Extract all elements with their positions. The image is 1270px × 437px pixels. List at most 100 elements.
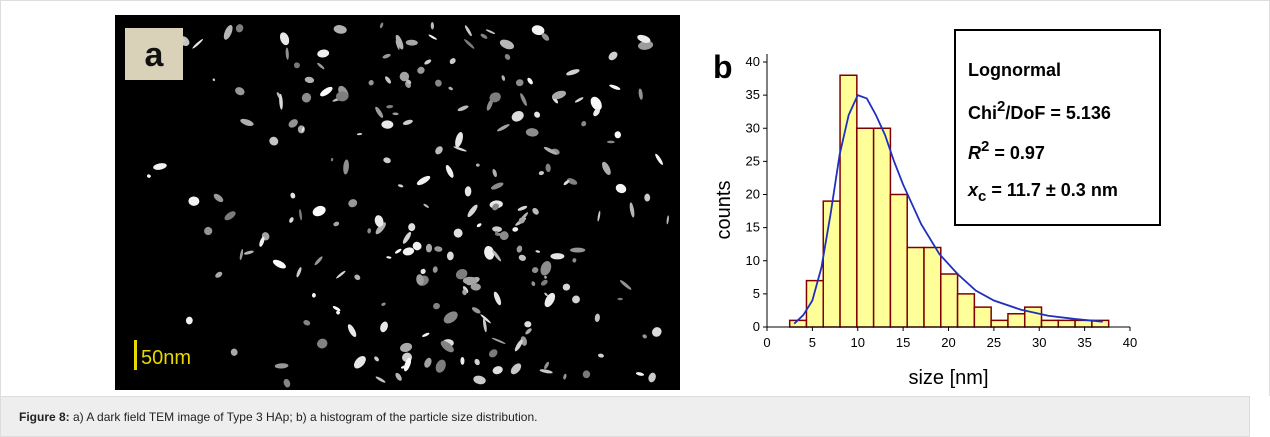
particle xyxy=(336,310,340,315)
x-tick-label: 5 xyxy=(809,335,816,350)
panel-label-box xyxy=(125,28,183,80)
particle xyxy=(416,274,424,286)
particle xyxy=(416,175,431,186)
particle xyxy=(336,91,349,102)
particle xyxy=(304,76,315,84)
particle xyxy=(544,292,556,308)
annotation-title: Lognormal xyxy=(968,60,1061,80)
particle xyxy=(269,136,279,146)
particle xyxy=(666,215,669,225)
particle xyxy=(343,159,349,175)
particle xyxy=(540,279,548,286)
particle xyxy=(539,369,553,374)
superscript: 2 xyxy=(981,138,989,155)
particle xyxy=(518,254,526,261)
bar xyxy=(889,193,908,328)
particle xyxy=(433,302,440,310)
bar xyxy=(940,273,959,328)
particle xyxy=(544,361,550,370)
particle xyxy=(386,104,394,109)
particle xyxy=(333,25,347,34)
annotation-text: x xyxy=(967,180,979,200)
particle xyxy=(467,204,478,218)
particle xyxy=(531,281,536,287)
particle xyxy=(395,40,400,51)
annotation-text: R xyxy=(968,143,981,163)
bar xyxy=(805,279,825,328)
particle xyxy=(395,372,402,381)
caption: Figure 8: a) A dark field TEM image of T… xyxy=(0,396,1250,437)
superscript: 2 xyxy=(997,98,1005,115)
particle xyxy=(402,247,415,256)
particle xyxy=(614,131,621,139)
particle xyxy=(399,71,410,82)
particle xyxy=(482,318,487,333)
particle xyxy=(544,275,547,279)
particle xyxy=(213,193,224,203)
particle xyxy=(492,250,502,262)
particle xyxy=(317,49,330,58)
particle xyxy=(474,358,480,366)
particle xyxy=(212,78,215,82)
particle xyxy=(400,365,407,369)
particle xyxy=(516,245,523,253)
particle xyxy=(290,192,296,199)
annotation-line: R2 = 0.97 xyxy=(968,138,1045,163)
particle xyxy=(288,119,298,128)
particle xyxy=(511,111,524,122)
particle xyxy=(367,228,371,234)
particle xyxy=(380,321,388,333)
x-tick-label: 20 xyxy=(941,335,955,350)
particle xyxy=(424,357,432,368)
particle xyxy=(462,286,469,293)
panel-label: b xyxy=(713,49,733,85)
particle xyxy=(301,92,312,103)
particle xyxy=(432,266,438,273)
particle xyxy=(204,226,213,236)
y-tick-label: 0 xyxy=(753,319,760,334)
particle xyxy=(336,270,346,279)
particle xyxy=(386,256,392,259)
particle xyxy=(333,221,340,227)
particle xyxy=(296,267,302,278)
particle xyxy=(629,202,635,218)
particle xyxy=(381,120,394,129)
y-tick-label: 10 xyxy=(746,253,760,268)
bar xyxy=(1023,306,1043,328)
particle xyxy=(434,246,443,252)
particle xyxy=(655,153,663,165)
particle xyxy=(259,236,265,247)
particle xyxy=(311,293,316,298)
particle xyxy=(405,39,418,46)
particle xyxy=(567,178,578,185)
particle xyxy=(147,174,151,178)
x-tick-label: 40 xyxy=(1123,335,1137,350)
particle xyxy=(499,231,509,241)
particle xyxy=(420,268,426,275)
panel-label: a xyxy=(145,36,165,74)
x-tick-label: 10 xyxy=(851,335,865,350)
particle xyxy=(425,243,433,253)
annotation-text: = 11.7 ± 0.3 nm xyxy=(986,180,1117,200)
x-tick-label: 15 xyxy=(896,335,910,350)
particle xyxy=(642,334,647,339)
particle xyxy=(400,342,413,353)
particle xyxy=(402,231,412,244)
particle xyxy=(563,373,567,380)
annotation-box xyxy=(954,29,1161,226)
particle xyxy=(499,39,515,50)
particle xyxy=(490,182,504,190)
caption-text: a) A dark field TEM image of Type 3 HAp;… xyxy=(69,410,538,424)
annotation-text: = 0.97 xyxy=(989,143,1045,163)
particle xyxy=(383,157,391,164)
particle xyxy=(395,34,404,50)
particle xyxy=(473,375,486,385)
particle xyxy=(491,337,506,344)
particle xyxy=(435,146,443,155)
particle xyxy=(489,92,501,103)
particle xyxy=(289,217,294,223)
particle xyxy=(274,363,289,369)
y-tick-label: 40 xyxy=(746,54,760,69)
particle xyxy=(535,250,540,253)
particle xyxy=(285,47,289,60)
